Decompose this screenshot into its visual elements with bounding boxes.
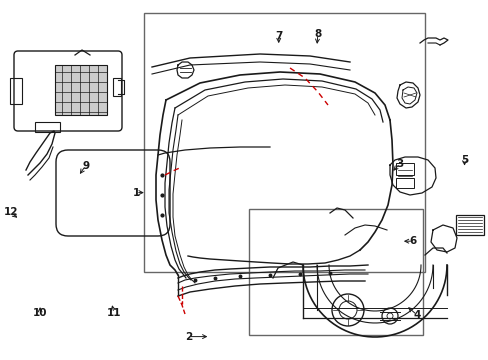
Text: 6: 6 [409,236,416,246]
Bar [144,13,425,272]
Bar [35,122,60,132]
Text: 1: 1 [132,188,139,198]
Bar [395,178,413,188]
Text: 12: 12 [3,207,18,217]
Text: 2: 2 [184,332,191,342]
Bar [10,78,22,104]
Text: 4: 4 [412,310,420,320]
Text: 11: 11 [106,308,121,318]
Text: 8: 8 [314,29,321,39]
Text: 5: 5 [460,155,467,165]
Bar [55,65,107,115]
Bar [395,163,413,175]
Text: 9: 9 [82,161,89,171]
Text: 7: 7 [274,31,282,41]
Bar [455,215,483,235]
Bar [249,209,422,335]
Bar [113,78,121,96]
Text: 10: 10 [33,308,47,318]
Text: 3: 3 [396,159,403,169]
